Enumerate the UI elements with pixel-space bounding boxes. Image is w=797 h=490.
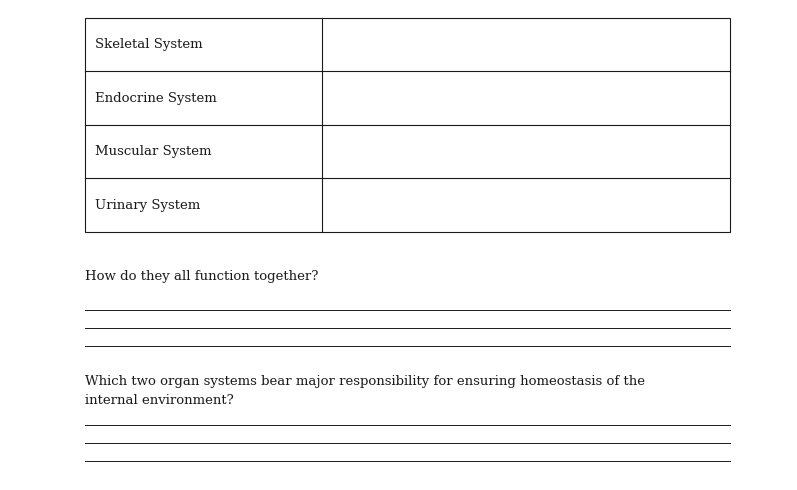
Bar — [85, 18, 730, 232]
Text: Skeletal System: Skeletal System — [95, 38, 202, 51]
Text: Urinary System: Urinary System — [95, 199, 200, 212]
Text: How do they all function together?: How do they all function together? — [85, 270, 318, 283]
Text: Which two organ systems bear major responsibility for ensuring homeostasis of th: Which two organ systems bear major respo… — [85, 375, 645, 407]
Text: Muscular System: Muscular System — [95, 145, 211, 158]
Text: Endocrine System: Endocrine System — [95, 92, 217, 105]
